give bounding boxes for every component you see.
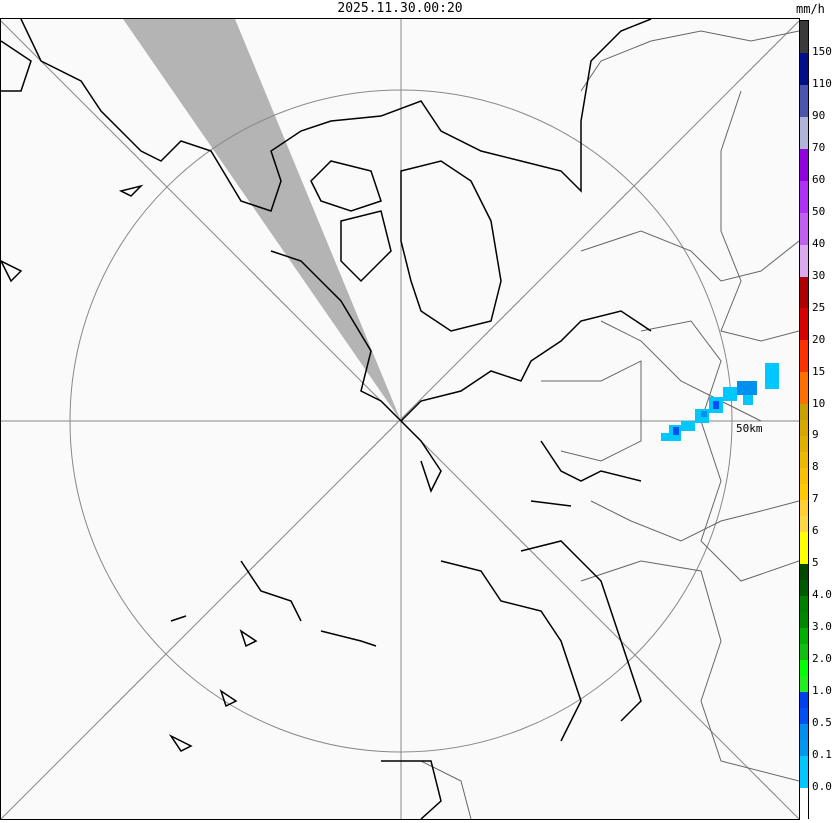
color-scale-label: 2.0	[812, 652, 832, 666]
color-scale-label: 50	[812, 204, 826, 218]
timestamp: 2025.11.30.00:20	[337, 1, 463, 16]
color-scale-segment	[800, 52, 808, 69]
color-scale-label: 1.0	[812, 684, 832, 698]
color-scale-segment	[800, 484, 808, 501]
color-scale-label: 110	[812, 76, 832, 90]
rain-cell	[661, 433, 669, 441]
rain-cell	[713, 401, 719, 409]
color-scale-segment	[800, 723, 808, 740]
color-scale-segment	[800, 388, 808, 405]
color-scale-label: 5	[812, 556, 819, 570]
color-scale-segment	[800, 659, 808, 676]
color-scale-segment	[800, 148, 808, 165]
color-scale-label: 30	[812, 268, 826, 282]
color-scale-segment	[800, 36, 808, 53]
color-scale-segment	[800, 420, 808, 437]
color-scale-segment	[800, 500, 808, 517]
blind-sector	[123, 19, 401, 421]
rain-cell	[743, 395, 753, 405]
range-label: 50km	[736, 422, 763, 435]
color-scale-segment	[800, 260, 808, 277]
color-scale-segment	[800, 228, 808, 245]
color-scale-segment	[800, 212, 808, 229]
color-scale-segment	[800, 675, 808, 692]
color-scale-label: 90	[812, 108, 826, 122]
color-scale-segment	[800, 611, 808, 628]
color-scale-label: 3.0	[812, 620, 832, 634]
color-scale	[799, 20, 809, 820]
color-scale-label: 8	[812, 460, 819, 474]
color-scale-segment	[800, 292, 808, 309]
color-scale-segment	[800, 468, 808, 485]
radar-map[interactable]: 50km	[0, 18, 800, 820]
color-scale-segment	[800, 547, 808, 564]
color-scale-segment	[800, 116, 808, 133]
color-scale-label: 20	[812, 332, 826, 346]
color-scale-segment	[800, 276, 808, 293]
rain-cell	[673, 427, 679, 435]
color-scale-segment	[800, 84, 808, 101]
color-scale-segment	[800, 180, 808, 197]
color-scale-label: 0.1	[812, 748, 832, 762]
color-scale-segment	[800, 643, 808, 660]
color-scale-segment	[800, 755, 808, 772]
color-scale-segment	[800, 516, 808, 532]
color-scale-label: 4.0	[812, 588, 832, 602]
color-scale-segment	[800, 771, 808, 788]
rain-cell	[701, 411, 707, 417]
color-scale-segment	[800, 691, 808, 708]
color-scale-segment	[800, 803, 808, 820]
color-scale-label: 70	[812, 140, 826, 154]
color-scale-label: 7	[812, 492, 819, 506]
color-scale-label: 40	[812, 236, 826, 250]
color-scale-segment	[800, 132, 808, 149]
rain-cell	[765, 363, 779, 389]
color-scale-segment	[800, 579, 808, 596]
rain-cell	[681, 421, 695, 431]
color-scale-label: 15	[812, 364, 826, 378]
color-scale-segment	[800, 308, 808, 325]
color-scale-segment	[800, 244, 808, 261]
color-scale-segment	[800, 532, 808, 548]
color-scale-label: 25	[812, 300, 826, 314]
rain-cell	[723, 387, 737, 401]
color-scale-segment	[800, 164, 808, 181]
unit-label: mm/h	[796, 2, 825, 16]
color-scale-segment	[800, 452, 808, 469]
color-scale-segment	[800, 595, 808, 612]
color-scale-label: 6	[812, 524, 819, 538]
color-scale-label: 10	[812, 396, 826, 410]
color-scale-label: 9	[812, 428, 819, 442]
color-scale-segment	[800, 563, 808, 580]
color-scale-segment	[800, 739, 808, 756]
color-scale-segment	[800, 404, 808, 421]
color-scale-segment	[800, 787, 808, 804]
color-scale-segment	[800, 324, 808, 341]
color-scale-segment	[800, 68, 808, 85]
color-scale-segment	[800, 436, 808, 453]
color-scale-label: 150	[812, 44, 832, 58]
color-scale-segment	[800, 21, 808, 37]
rain-cell	[737, 381, 757, 395]
radar-svg: 50km	[0, 18, 800, 820]
color-scale-segment	[800, 100, 808, 117]
color-scale-label: 60	[812, 172, 826, 186]
color-scale-segment	[800, 707, 808, 724]
color-scale-segment	[800, 372, 808, 389]
color-scale-label: 0.0	[812, 780, 832, 794]
color-scale-segment	[800, 356, 808, 373]
rain-echoes	[661, 363, 779, 441]
coastline	[0, 18, 652, 820]
color-scale-segment	[800, 340, 808, 357]
admin-boundaries	[420, 30, 800, 820]
color-scale-segment	[800, 627, 808, 644]
color-scale-segment	[800, 196, 808, 213]
color-scale-label: 0.5	[812, 716, 832, 730]
